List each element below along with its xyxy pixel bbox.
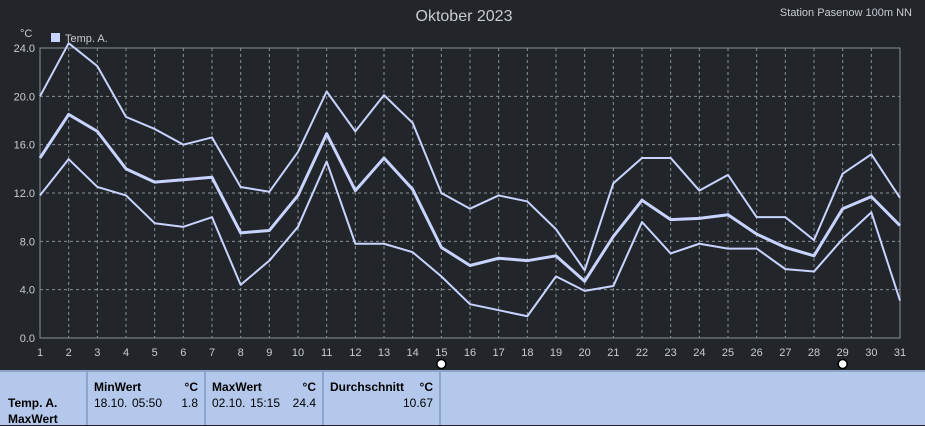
y-tick-label: 16.0 (14, 140, 35, 152)
x-tick-label: 1 (37, 347, 43, 359)
x-tick-label: 27 (779, 347, 791, 359)
x-tick-label: 19 (550, 347, 562, 359)
plot-frame (39, 47, 901, 339)
min-time: 05:50 (132, 396, 163, 410)
legend-swatch (51, 33, 60, 42)
y-axis-unit: °C (20, 28, 32, 40)
statistics-panel: Temp. A. MaxWert MinWert °C 18.10. 05:50… (0, 370, 925, 426)
stats-min-cell: MinWert °C 18.10. 05:50 1.8 (88, 372, 206, 425)
station-label: Station Pasenow 100m NN (780, 7, 912, 19)
avg-header: Durchschnitt (330, 380, 405, 394)
x-tick-label: 5 (152, 347, 158, 359)
stats-avg-cell: Durchschnitt °C 10.67 (324, 372, 441, 425)
max-unit: °C (302, 380, 316, 394)
x-tick-label: 22 (636, 347, 648, 359)
series-line-min (39, 158, 901, 318)
max-value: 24.4 (292, 396, 316, 410)
avg-unit: °C (419, 380, 433, 394)
x-tick-label: 9 (266, 347, 272, 359)
y-tick-label: 0.0 (20, 333, 35, 345)
max-date: 02.10. (212, 396, 246, 410)
y-tick-label: 20.0 (14, 91, 35, 103)
markers (436, 358, 848, 370)
series-line-max (39, 42, 901, 272)
y-tick-label: 8.0 (20, 236, 35, 248)
x-tick-label: 12 (349, 347, 361, 359)
x-tick-label: 3 (94, 347, 100, 359)
x-tick-label: 14 (407, 347, 419, 359)
stats-series-name: Temp. A. (8, 396, 58, 410)
x-tick-label: 28 (808, 347, 820, 359)
stats-row-label: MaxWert (8, 412, 58, 426)
min-value: 1.8 (181, 396, 198, 410)
x-tick-label: 16 (464, 347, 476, 359)
y-tick-label: 12.0 (14, 188, 35, 200)
chart-title: Oktober 2023 (416, 8, 513, 25)
day-marker (436, 358, 447, 370)
y-tick-label: 24.0 (14, 43, 35, 55)
stats-max-cell: MaxWert °C 02.10. 15:15 24.4 (206, 372, 324, 425)
x-tick-label: 4 (123, 347, 129, 359)
x-tick-label: 6 (180, 347, 186, 359)
x-tick-label: 15 (435, 347, 447, 359)
x-tick-label: 17 (493, 347, 505, 359)
stats-empty-cell (441, 372, 925, 425)
x-tick-label: 21 (607, 347, 619, 359)
x-tick-label: 10 (292, 347, 304, 359)
x-tick-label: 29 (837, 347, 849, 359)
y-tick-label: 4.0 (20, 285, 35, 297)
y-axis: 0.0 4.0 8.0 12.0 16.0 20.0 24.0 (14, 43, 35, 345)
avg-value: 10.67 (402, 396, 433, 410)
x-tick-label: 18 (521, 347, 533, 359)
x-tick-label: 24 (693, 347, 705, 359)
x-tick-label: 2 (66, 347, 72, 359)
x-tick-label: 25 (722, 347, 734, 359)
min-date: 18.10. (94, 396, 128, 410)
x-tick-label: 11 (321, 347, 332, 359)
min-unit: °C (184, 380, 198, 394)
x-tick-label: 20 (579, 347, 591, 359)
legend-label: Temp. A. (65, 33, 108, 45)
stats-series-cell: Temp. A. MaxWert (0, 372, 88, 426)
series-line-mean (38, 112, 902, 283)
min-header: MinWert (94, 380, 142, 394)
temperature-chart: Oktober 2023 Station Pasenow 100m NN °C … (14, 7, 912, 370)
max-time: 15:15 (250, 396, 281, 410)
x-tick-label: 23 (665, 347, 677, 359)
x-tick-label: 26 (751, 347, 763, 359)
day-marker (837, 358, 848, 370)
x-axis: 1 2 3 4 5 6 7 8 9 10 11 12 13 14 15 16 17 18 19 20 21 22 23 24 2… (37, 347, 906, 359)
grid (40, 47, 900, 338)
x-tick-label: 31 (894, 347, 906, 359)
x-tick-label: 30 (865, 347, 877, 359)
max-header: MaxWert (212, 380, 262, 394)
x-tick-label: 7 (209, 347, 215, 359)
x-tick-label: 13 (378, 347, 390, 359)
series (38, 42, 902, 318)
x-tick-label: 8 (238, 347, 244, 359)
